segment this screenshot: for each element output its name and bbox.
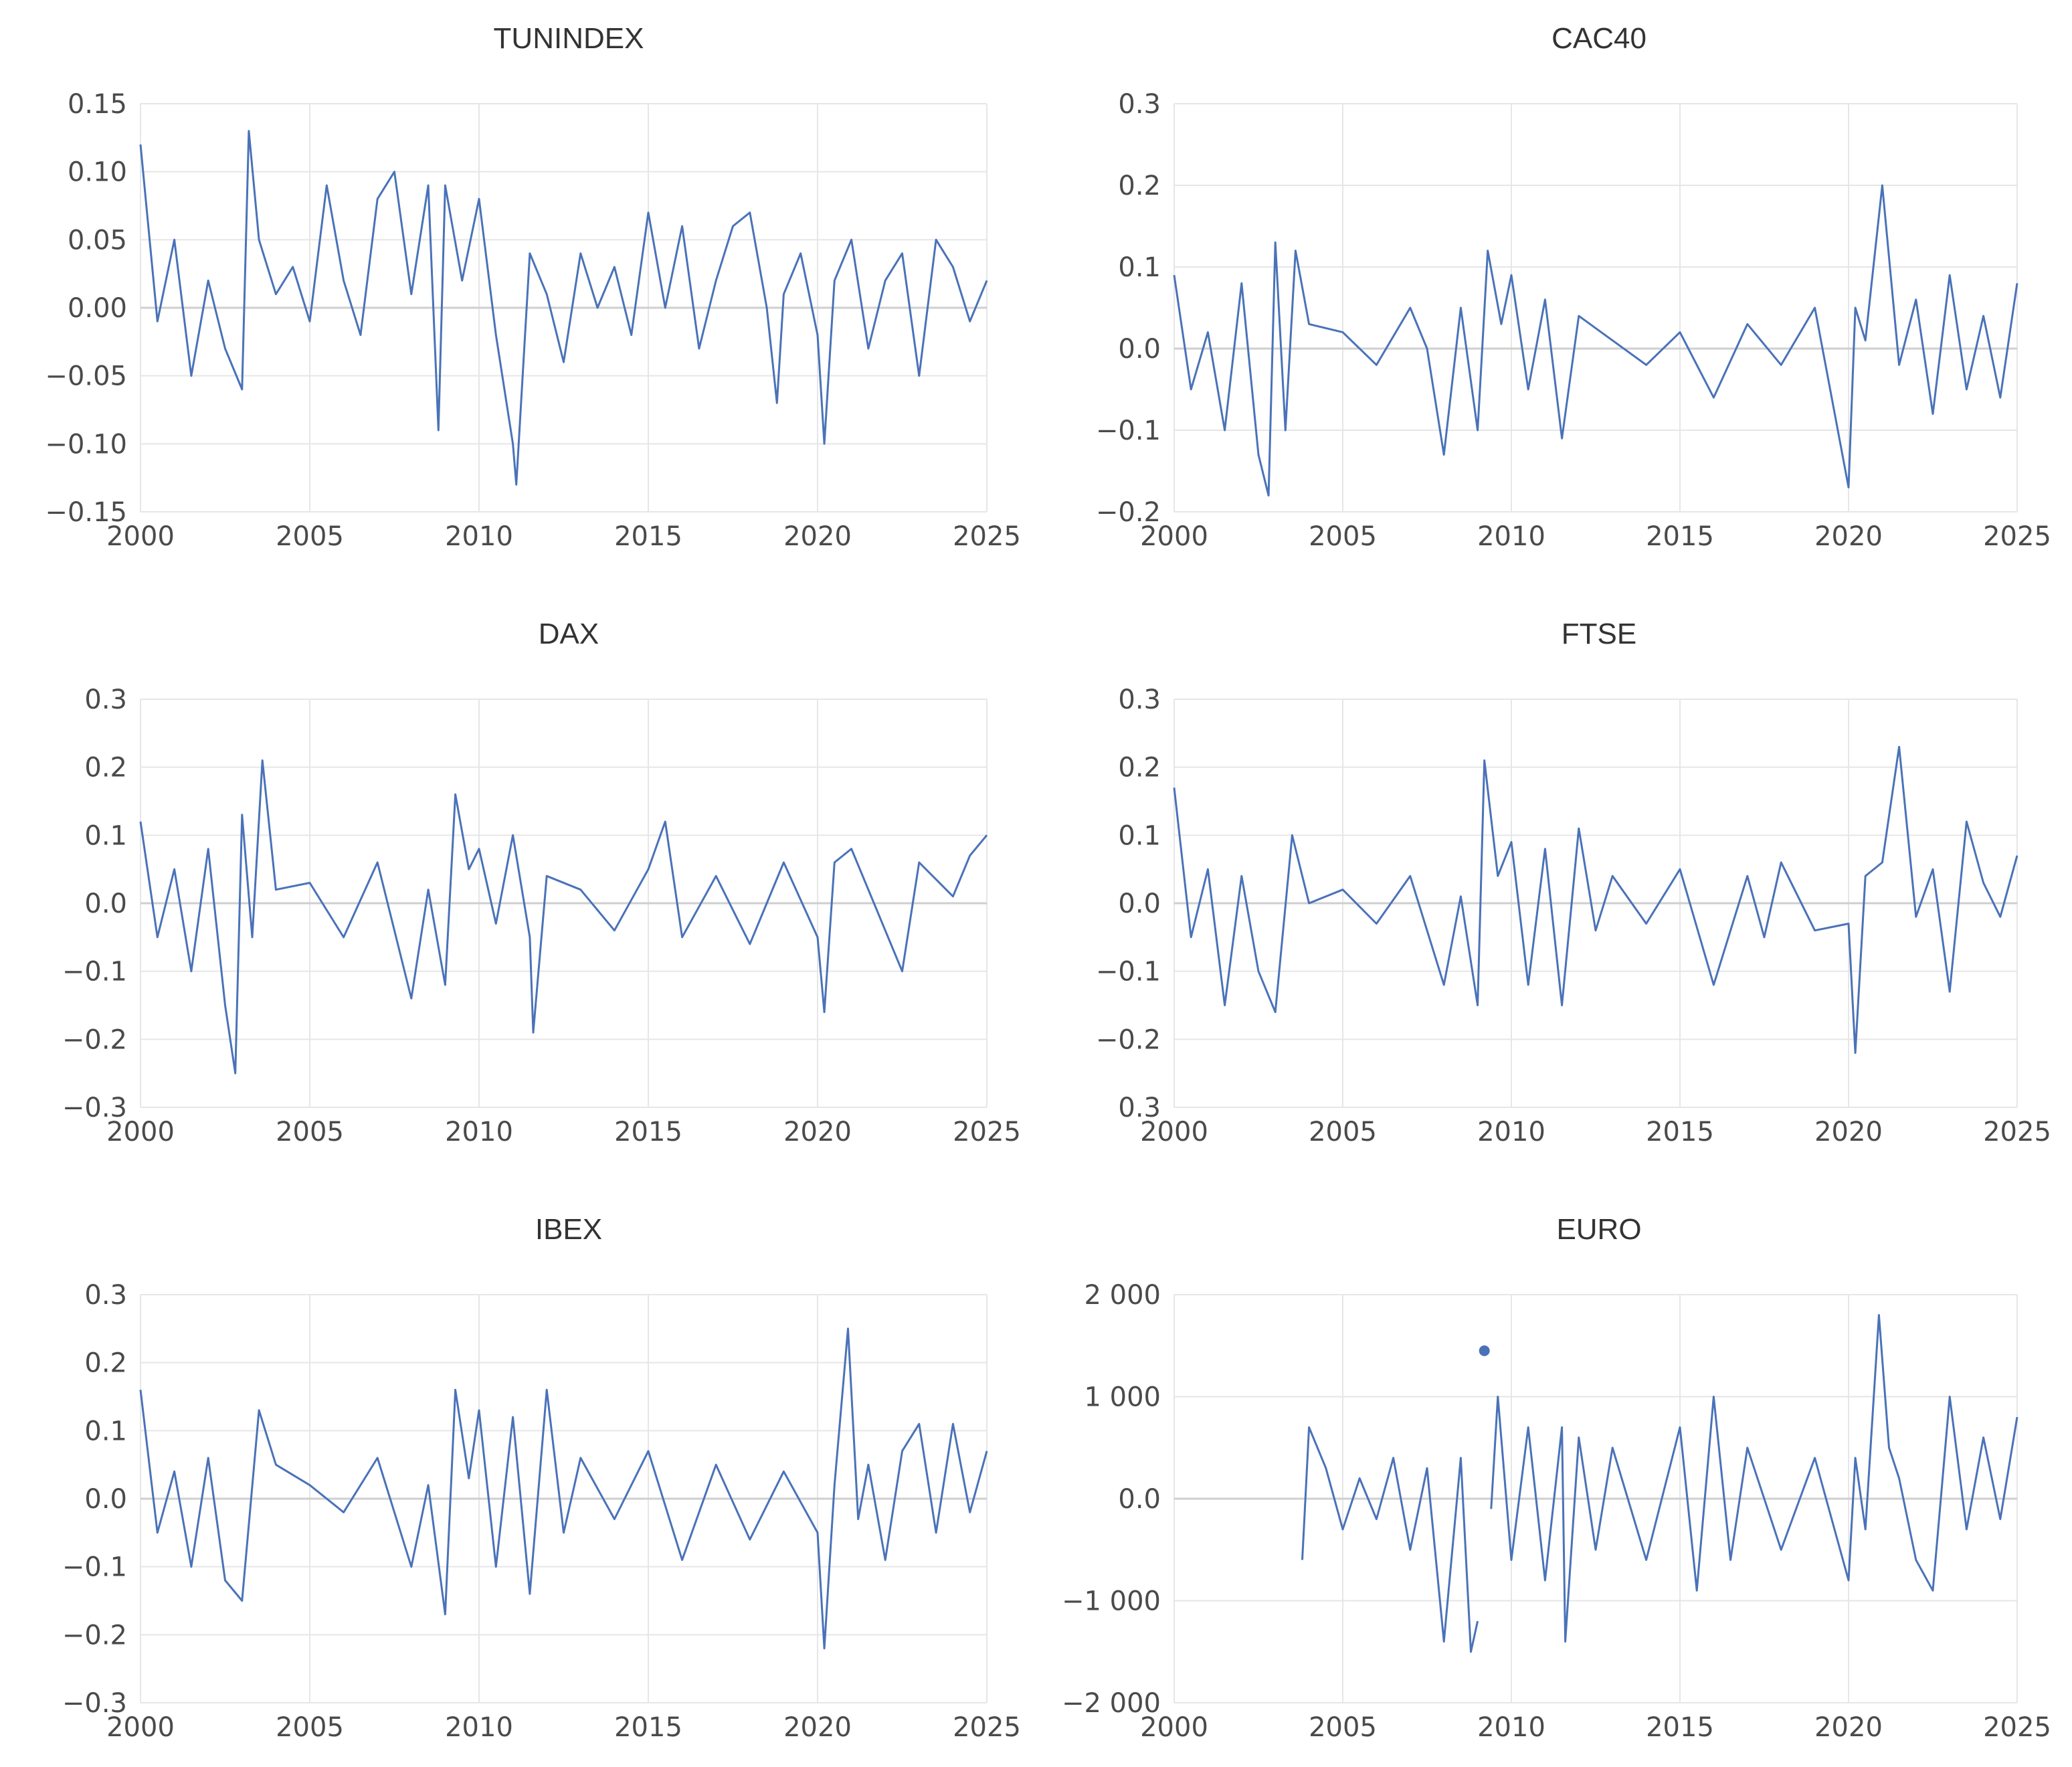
y-tick-label: 0.0 (1118, 889, 1161, 919)
x-tick-label: 2015 (1646, 521, 1714, 552)
x-tick-label: 2010 (445, 521, 513, 552)
y-tick-label: 0.1 (1118, 820, 1161, 851)
y-tick-label: −2 000 (1062, 1688, 1161, 1719)
y-tick-label: 1 000 (1084, 1382, 1161, 1413)
y-tick-label: 0.0 (1118, 334, 1161, 365)
cac40-panel: CAC40 2000 2005 2010 2015 2020 2025 −0.2 −0.1 0.… (1096, 22, 2051, 552)
x-tick-label: 2025 (1983, 1117, 2051, 1147)
y-tick-label: 0.1 (1118, 252, 1161, 283)
x-tick-label: 2020 (783, 1712, 852, 1743)
x-tick-label: 2000 (106, 1117, 175, 1147)
y-tick-label: 0.3 (1118, 89, 1161, 120)
x-tick-label: 2005 (1309, 521, 1377, 552)
x-tick-label: 2015 (614, 1117, 682, 1147)
y-tick-label: 0.2 (1118, 171, 1161, 201)
x-tick-label: 2005 (276, 521, 344, 552)
x-tick-label: 2000 (106, 521, 175, 552)
euro-panel: EURO 2000 2005 2010 2015 2020 2025 −2 000 −1 00… (1062, 1213, 2051, 1743)
x-tick-label: 2010 (1477, 1712, 1545, 1743)
y-tick-label: 0.3 (1118, 684, 1161, 715)
y-tick-label: −0.3 (62, 1093, 127, 1123)
y-tick-label: −0.2 (1096, 497, 1161, 528)
x-tick-label: 2000 (106, 1712, 175, 1743)
panel-title: FTSE (1562, 618, 1636, 650)
y-tick-label: 0.1 (84, 820, 127, 851)
y-tick-label: −0.05 (45, 361, 127, 392)
x-tick-label: 2020 (1814, 1117, 1883, 1147)
x-tick-label: 2010 (1477, 1117, 1545, 1147)
x-tick-label: 2010 (445, 1117, 513, 1147)
x-tick-label: 2015 (1646, 1117, 1714, 1147)
x-tick-label: 2005 (276, 1712, 344, 1743)
y-tick-label: 0.10 (68, 157, 127, 188)
y-tick-label: 0.3 (1118, 1093, 1161, 1123)
y-tick-label: 0.2 (84, 1348, 127, 1379)
y-tick-label: 0.0 (1118, 1484, 1161, 1515)
y-tick-label: −0.2 (62, 1620, 127, 1651)
series-line (1301, 1426, 1479, 1653)
y-tick-label: 0.05 (68, 225, 127, 256)
series-line (139, 1327, 988, 1650)
y-tick-label: 0.0 (84, 889, 127, 919)
y-tick-label: 0.1 (84, 1416, 127, 1447)
series-line (1173, 745, 2018, 1054)
dax-panel: DAX 2000 2005 2010 2015 2020 2025 −0.3 −0.2 −0.1… (62, 618, 1021, 1147)
x-tick-label: 2005 (1309, 1117, 1377, 1147)
series-line (139, 130, 988, 486)
y-tick-label: 0.2 (84, 753, 127, 783)
x-tick-label: 2000 (1140, 1712, 1208, 1743)
panel-title: TUNINDEX (494, 22, 644, 55)
x-tick-label: 2020 (1814, 1712, 1883, 1743)
y-tick-label: −0.1 (62, 1552, 127, 1583)
y-tick-label: −0.10 (45, 429, 127, 460)
x-tick-label: 2025 (1983, 1712, 2051, 1743)
x-tick-label: 2005 (1309, 1712, 1377, 1743)
x-tick-label: 2025 (953, 1712, 1021, 1743)
y-tick-label: −0.1 (1096, 957, 1161, 988)
x-tick-label: 2000 (1140, 521, 1208, 552)
y-tick-label: 0.3 (84, 684, 127, 715)
y-tick-label: −0.2 (62, 1024, 127, 1055)
series-line (139, 759, 988, 1075)
y-tick-label: −0.3 (62, 1688, 127, 1719)
x-tick-label: 2015 (614, 521, 682, 552)
ibex-panel: IBEX 2000 2005 2010 2015 2020 2025 −0.3 −0.2 −0.… (62, 1213, 1021, 1743)
y-tick-label: 0.0 (84, 1484, 127, 1515)
x-tick-label: 2005 (276, 1117, 344, 1147)
x-tick-label: 2025 (953, 521, 1021, 552)
x-tick-label: 2020 (1814, 521, 1883, 552)
y-tick-label: 2 000 (1084, 1280, 1161, 1311)
series-line (1173, 184, 2018, 497)
y-tick-label: 0.00 (68, 293, 127, 324)
y-tick-label: 0.3 (84, 1280, 127, 1311)
x-tick-label: 2010 (445, 1712, 513, 1743)
y-tick-label: −0.15 (45, 497, 127, 528)
x-tick-label: 2015 (614, 1712, 682, 1743)
ftse-panel: FTSE 2000 2005 2010 2015 2020 2025 0.3 −0.2 −0.1… (1096, 618, 2051, 1147)
panel-title: EURO (1556, 1213, 1641, 1246)
y-tick-label: −0.1 (1096, 415, 1161, 446)
tunindex-panel: TUNINDEX 2000 2005 2010 2015 2020 2025 −0.15 −0… (45, 22, 1020, 552)
panel-title: DAX (539, 618, 599, 650)
y-tick-label: −0.1 (62, 957, 127, 988)
x-tick-label: 2010 (1477, 521, 1545, 552)
x-tick-label: 2020 (783, 521, 852, 552)
panel-title: CAC40 (1551, 22, 1646, 55)
series-line (1490, 1314, 2018, 1643)
x-tick-label: 2020 (783, 1117, 852, 1147)
x-tick-label: 2015 (1646, 1712, 1714, 1743)
x-tick-label: 2000 (1140, 1117, 1208, 1147)
y-tick-label: 0.15 (68, 89, 127, 120)
series-point (1479, 1345, 1490, 1356)
y-tick-label: 0.2 (1118, 753, 1161, 783)
x-tick-label: 2025 (953, 1117, 1021, 1147)
x-tick-label: 2025 (1983, 521, 2051, 552)
y-tick-label: −0.2 (1096, 1024, 1161, 1055)
panel-title: IBEX (535, 1213, 602, 1246)
y-tick-label: −1 000 (1062, 1586, 1161, 1617)
